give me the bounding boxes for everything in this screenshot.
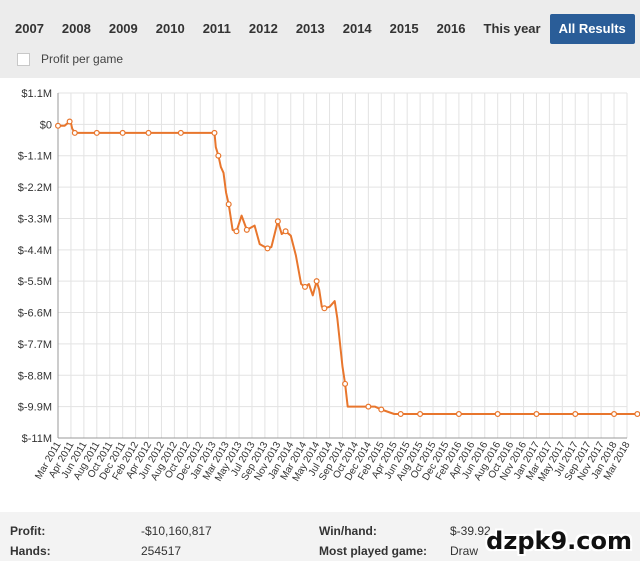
hands-label: Hands: [10, 544, 51, 558]
profit-point [342, 380, 349, 387]
profit-point [533, 411, 540, 418]
profit-point [225, 201, 232, 208]
year-tabs: 2007 2008 2009 2010 2011 2012 2013 2014 2015 2016… [6, 14, 635, 44]
profit-label: Profit: [10, 524, 46, 538]
profit-point [233, 228, 240, 235]
y-tick-label: $-11M [22, 433, 52, 445]
summary-footer: Profit: -$10,160,817 Win/hand: $-39.92 H… [0, 512, 640, 561]
profit-point [321, 305, 328, 312]
profit-point [313, 278, 320, 285]
tab-2016[interactable]: 2016 [436, 21, 466, 36]
profit-point [378, 406, 385, 413]
profit-per-game-label: Profit per game [41, 52, 124, 66]
win-per-hand-value: $-39.92 [450, 524, 491, 538]
profit-point [282, 228, 289, 235]
y-tick-label: $-3.3M [18, 213, 52, 225]
profit-point [177, 129, 184, 136]
tab-2011[interactable]: 2011 [202, 21, 231, 36]
y-tick-label: $-7.7M [18, 339, 52, 351]
tab-2007[interactable]: 2007 [15, 21, 44, 36]
tab-2013[interactable]: 2013 [295, 21, 325, 36]
profit-point [145, 129, 152, 136]
tab-2015[interactable]: 2015 [389, 21, 419, 36]
y-tick-label: $-2.2M [18, 182, 52, 194]
profit-point [397, 411, 404, 418]
tab-2009[interactable]: 2009 [108, 21, 138, 36]
profit-point [215, 152, 222, 159]
most-played-value: Draw [450, 544, 479, 558]
tab-2014[interactable]: 2014 [342, 21, 372, 36]
y-tick-label: $-6.6M [18, 308, 52, 320]
profit-chart: $1.1M $0 $-1.1M $-2.2M $-3.3M $-4.4M $-5.5M $-6… [0, 78, 640, 510]
profit-point [54, 122, 61, 129]
tab-2012[interactable]: 2012 [248, 21, 278, 36]
profit-point [119, 129, 126, 136]
profit-point [66, 118, 73, 125]
profit-per-game-checkbox[interactable] [17, 52, 30, 66]
profit-point [93, 129, 100, 136]
profit-point [417, 411, 424, 418]
profit-point [274, 218, 281, 225]
y-tick-label: $0 [40, 119, 52, 131]
y-tick-label: $-9.9M [18, 402, 52, 414]
watermark-logo: dzpk9.com [486, 527, 632, 555]
y-tick-label: $-5.5M [18, 276, 52, 288]
profit-point [611, 411, 618, 418]
profit-chart-svg: $1.1M $0 $-1.1M $-2.2M $-3.3M $-4.4M $-5.5M $-6… [18, 88, 640, 484]
profit-point [243, 226, 250, 233]
y-tick-label: $-8.8M [18, 370, 52, 382]
profit-point [634, 411, 640, 418]
profit-point [494, 411, 501, 418]
y-tick-label: $1.1M [21, 88, 52, 100]
profit-point [264, 245, 271, 252]
most-played-label: Most played game: [319, 544, 428, 558]
profit-point [365, 403, 372, 410]
y-tick-label: $-4.4M [18, 245, 52, 257]
filter-bar: 2007 2008 2009 2010 2011 2012 2013 2014 2015 2016… [0, 0, 640, 78]
profit-point [301, 283, 308, 290]
tab-2010[interactable]: 2010 [155, 21, 185, 36]
tab-all-results[interactable]: All Results [549, 14, 635, 44]
y-tick-label: $-1.1M [18, 151, 52, 163]
win-per-hand-label: Win/hand: [319, 524, 377, 538]
tab-2008[interactable]: 2008 [61, 21, 91, 36]
profit-point [455, 411, 462, 418]
profit-point [71, 129, 78, 136]
profit-point [211, 129, 218, 136]
profit-point [572, 411, 579, 418]
profit-value: -$10,160,817 [141, 524, 212, 538]
tab-this-year[interactable]: This year [483, 21, 541, 36]
hands-value: 254517 [141, 544, 182, 558]
profit-per-game-option[interactable]: Profit per game [17, 52, 123, 66]
